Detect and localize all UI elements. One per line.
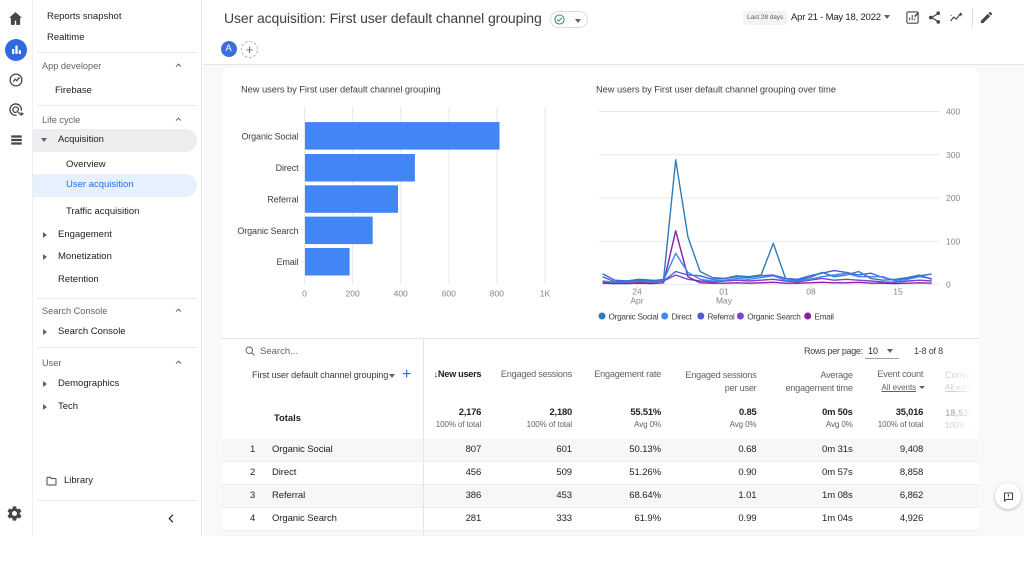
svg-text:Referral: Referral [267,195,298,205]
svg-text:08: 08 [806,287,816,297]
svg-text:0: 0 [302,289,307,299]
svg-text:Apr: Apr [630,296,643,306]
svg-text:800: 800 [490,289,504,299]
svg-text:300: 300 [946,150,960,160]
svg-text:Direct: Direct [672,313,693,322]
svg-text:400: 400 [394,289,408,299]
svg-text:Email: Email [276,257,298,267]
svg-text:Organic Social: Organic Social [609,313,659,322]
svg-text:Email: Email [815,313,835,322]
svg-text:100: 100 [946,236,960,246]
svg-text:Organic Social: Organic Social [241,132,298,142]
svg-text:Organic Search: Organic Search [747,313,801,322]
svg-text:1K: 1K [540,289,551,299]
svg-text:0: 0 [946,280,951,290]
svg-text:01: 01 [719,287,729,297]
svg-text:15: 15 [893,287,903,297]
svg-text:New users by First user defaul: New users by First user default channel … [596,85,836,95]
svg-text:May: May [716,296,733,306]
svg-text:Organic Search: Organic Search [237,226,298,236]
svg-text:200: 200 [346,289,360,299]
svg-text:200: 200 [946,193,960,203]
svg-text:400: 400 [946,107,960,117]
svg-text:New users by First user defaul: New users by First user default channel … [241,85,441,95]
svg-text:Referral: Referral [708,313,736,322]
svg-text:600: 600 [442,289,456,299]
svg-text:Direct: Direct [276,163,300,173]
svg-text:24: 24 [632,287,642,297]
